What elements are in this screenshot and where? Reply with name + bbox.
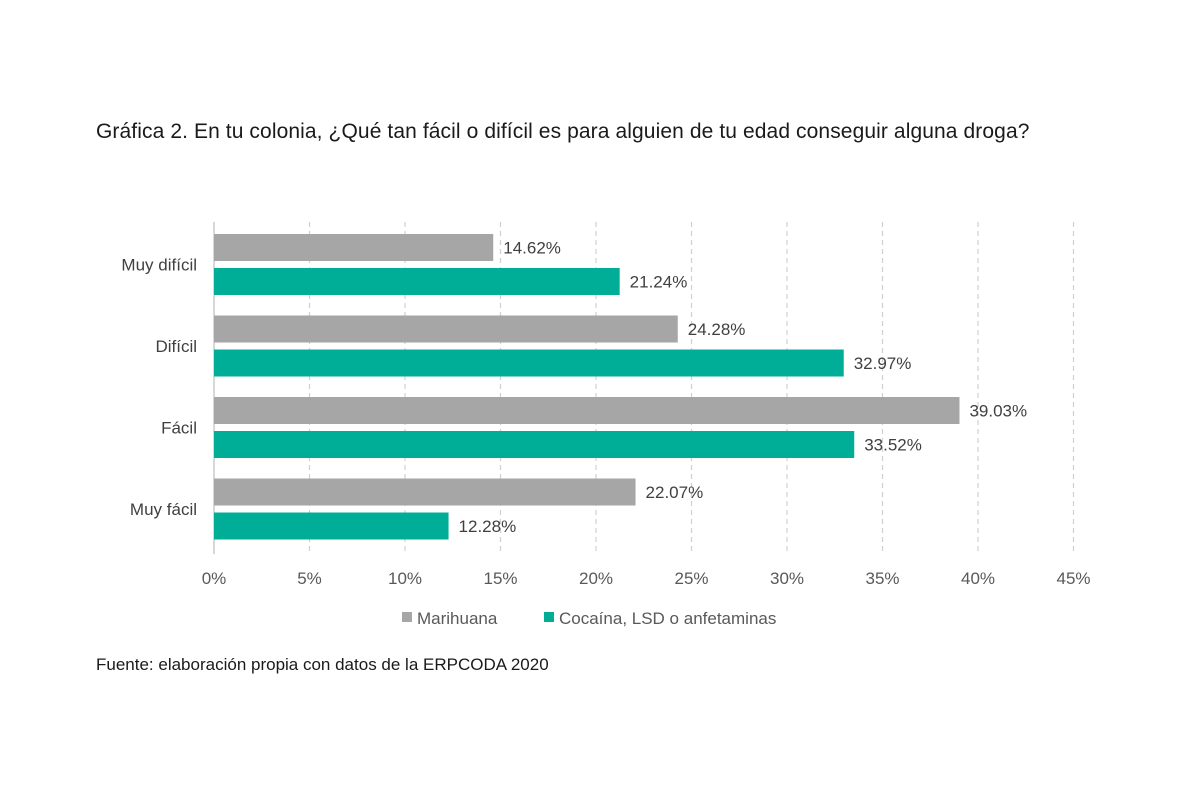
bar (214, 478, 636, 506)
data-label: 21.24% (630, 273, 688, 292)
legend: Marihuana Cocaína, LSD o anfetaminas (402, 609, 776, 628)
category-label: Muy difícil (121, 256, 197, 275)
chart-title: Gráfica 2. En tu colonia, ¿Qué tan fácil… (96, 120, 1030, 143)
category-label: Fácil (161, 419, 197, 438)
chart-source: Fuente: elaboración propia con datos de … (96, 655, 549, 674)
bar (214, 349, 844, 377)
legend-label: Cocaína, LSD o anfetaminas (559, 609, 776, 628)
bar (214, 397, 960, 424)
bar (214, 268, 620, 295)
bars: 14.62% 21.24% 24.28% 32.97% 39.03% 33.52% 22.0… (214, 234, 1027, 540)
data-label: 14.62% (503, 239, 561, 258)
tick-label: 10% (388, 569, 422, 588)
data-label: 24.28% (688, 320, 746, 339)
data-label: 32.97% (854, 354, 912, 373)
data-label: 12.28% (459, 517, 517, 536)
data-label: 33.52% (864, 436, 922, 455)
tick-label: 5% (297, 569, 322, 588)
tick-label: 45% (1056, 569, 1090, 588)
tick-label: 20% (579, 569, 613, 588)
legend-swatch (402, 612, 412, 622)
bar (214, 431, 855, 458)
category-label: Muy fácil (130, 500, 197, 519)
bar (214, 315, 678, 343)
bar (214, 512, 449, 540)
tick-label: 15% (483, 569, 517, 588)
data-label: 39.03% (969, 402, 1027, 421)
data-label: 22.07% (646, 483, 704, 502)
x-axis-ticks: 0% 5% 10% 15% 20% 25% 30% 35% 40% 45% (202, 569, 1091, 588)
tick-label: 40% (961, 569, 995, 588)
legend-swatch (544, 612, 554, 622)
bar (214, 234, 494, 261)
tick-label: 25% (674, 569, 708, 588)
category-label: Difícil (155, 337, 197, 356)
tick-label: 0% (202, 569, 227, 588)
category-labels: Muy difícil Difícil Fácil Muy fácil (121, 256, 197, 520)
legend-label: Marihuana (417, 609, 498, 628)
tick-label: 30% (770, 569, 804, 588)
tick-label: 35% (865, 569, 899, 588)
